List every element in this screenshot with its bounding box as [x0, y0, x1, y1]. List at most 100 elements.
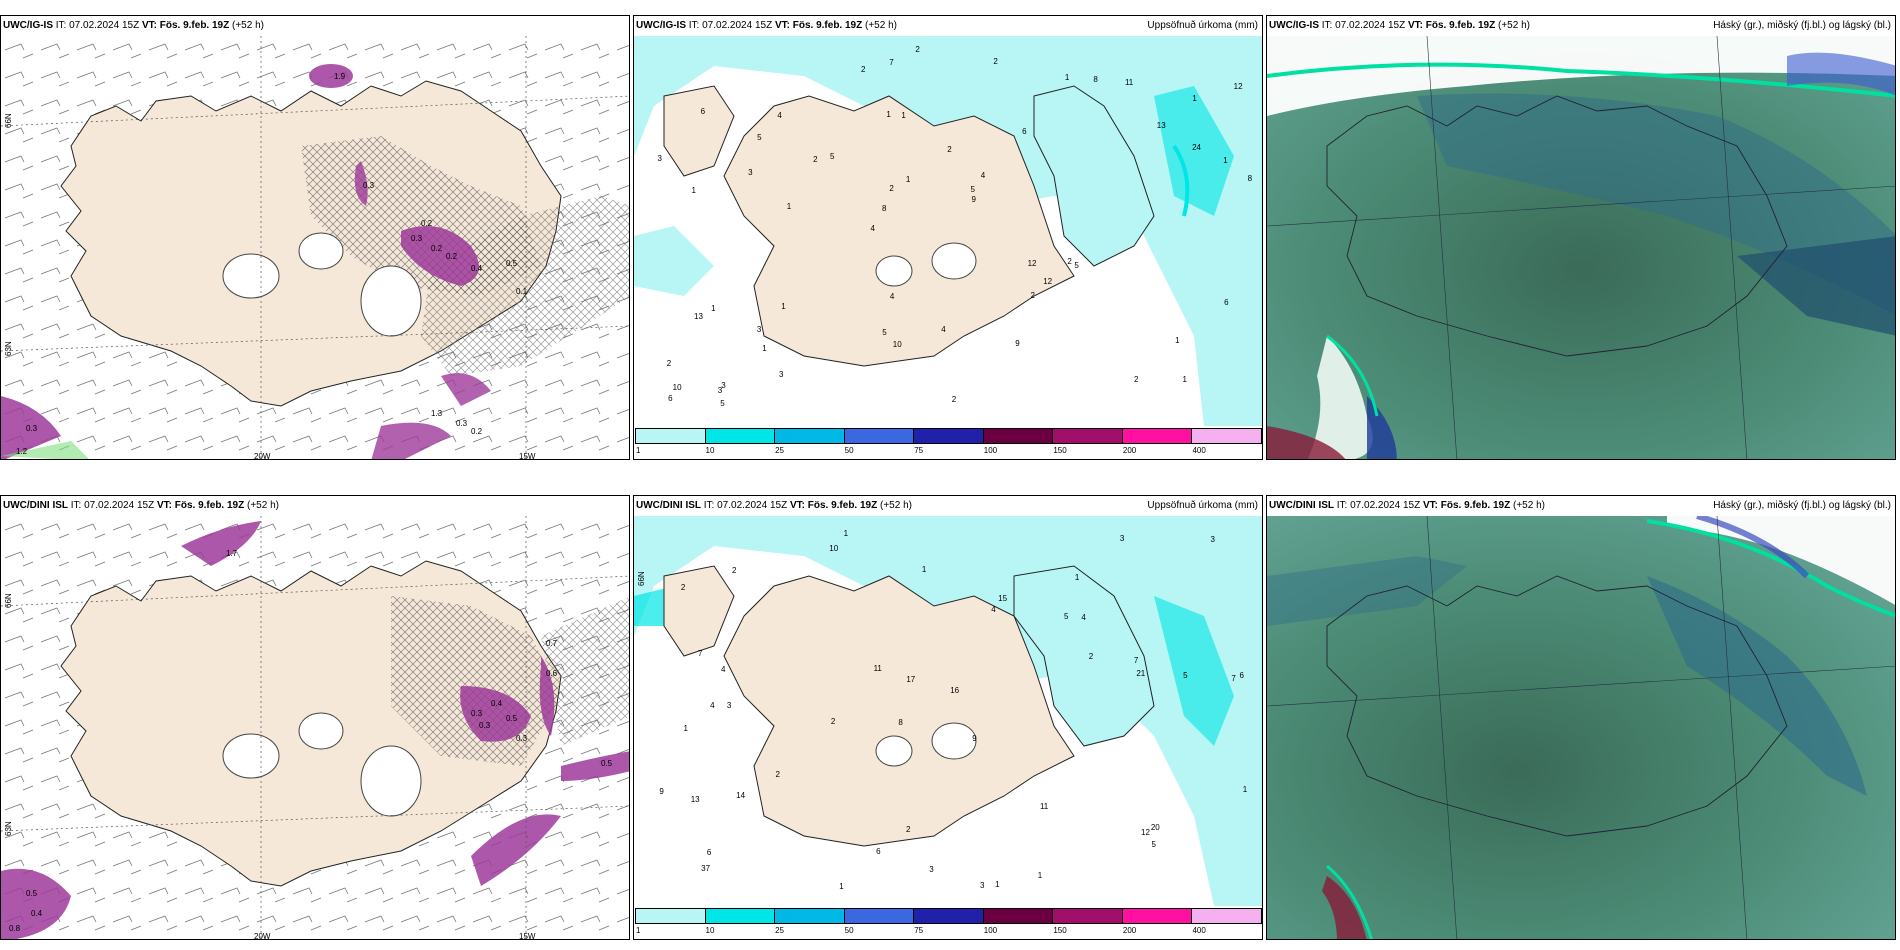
panel-title: Háský (gr.), miðský (fj.bl.) og lágský (…	[1713, 500, 1891, 511]
precip-value: 37	[701, 864, 711, 874]
lat-label: 63N	[4, 821, 13, 836]
legend-swatch	[982, 428, 1054, 444]
panel-header: UWC/DINI ISL IT: 07.02.2024 15Z VT: Fös.…	[1269, 500, 1545, 511]
precip-label: 0.5	[26, 889, 38, 898]
lon-label: 20W	[254, 932, 271, 940]
precip-value: 9	[1015, 339, 1020, 349]
precip-value: 15	[998, 594, 1008, 604]
legend-label: 400	[1192, 446, 1206, 455]
precip-value: 2	[680, 583, 686, 593]
precip-value: 20	[1150, 823, 1160, 833]
precip-value: 13	[694, 311, 703, 321]
precip-value: 2	[947, 144, 952, 154]
legend-swatch	[774, 908, 845, 924]
precip-value: 5	[1074, 261, 1079, 271]
precip-value: 3	[1119, 534, 1125, 544]
panel-title: Háský (gr.), miðský (fj.bl.) og lágský (…	[1713, 20, 1891, 31]
precip-value: 12	[1141, 828, 1150, 838]
precip-label: 0.5	[506, 259, 518, 268]
precip-value: 6	[876, 846, 881, 856]
legend-label: 200	[1122, 446, 1137, 455]
legend-swatch	[1191, 428, 1262, 444]
precip-label: 0.5	[506, 714, 518, 723]
precip-value: 16	[950, 686, 960, 696]
precip-value: 9	[971, 194, 976, 204]
precip-value: 11	[1124, 78, 1134, 88]
precip-label: 1.3	[431, 409, 443, 418]
precip-map: 66N	[634, 516, 1262, 906]
precip-value: 12	[1043, 277, 1053, 287]
precip-value: 3	[726, 700, 732, 710]
precip-value: 2	[993, 57, 998, 67]
precip-value: 2	[1088, 652, 1094, 662]
precip-value: 4	[991, 605, 996, 615]
precip-label: 1.9	[334, 72, 346, 81]
precip-value: 6	[1239, 670, 1244, 680]
precip-value: 7	[889, 58, 894, 68]
precip-value: 10	[892, 340, 902, 350]
legend-swatch	[843, 428, 915, 444]
panel-header: UWC/DINI ISL IT: 07.02.2024 15Z VT: Fös.…	[636, 500, 912, 511]
legend-label: 1	[636, 926, 641, 935]
panel-title: Uppsöfnuð úrkoma (mm)	[1147, 500, 1258, 511]
precip-value: 21	[1136, 669, 1146, 679]
precip-value: 1	[781, 301, 786, 311]
precip-value: 3	[979, 881, 985, 891]
precip-value: 4	[1081, 612, 1086, 622]
map-panel-clouds-igis: UWC/IG-IS IT: 07.02.2024 15Z VT: Fös. 9.…	[1266, 15, 1896, 460]
precip-label: 0.4	[471, 264, 483, 273]
legend-label: 150	[1053, 926, 1067, 935]
precip-label: 0.3	[363, 181, 375, 190]
map-panel-wind-dini: UWC/DINI ISL IT: 07.02.2024 15Z VT: Fös.…	[0, 495, 630, 940]
legend-swatch	[635, 428, 706, 444]
map-panel-clouds-dini: UWC/DINI ISL IT: 07.02.2024 15Z VT: Fös.…	[1266, 495, 1896, 940]
precip-value: 1	[1037, 870, 1043, 880]
precip-value: 5	[882, 327, 887, 337]
lon-label: 15W	[519, 452, 536, 460]
lat-label: 66N	[637, 571, 646, 586]
precip-value: 2	[666, 359, 672, 369]
wind-map: 1.9 0.3 0.3 0.2 0.2 0.5 0.4 0.2 0.1 1.3 …	[1, 36, 629, 460]
panel-header: UWC/IG-IS IT: 07.02.2024 15Z VT: Fös. 9.…	[636, 20, 897, 31]
map-panel-wind-igis: UWC/IG-IS IT: 07.02.2024 15Z VT: Fös. 9.…	[0, 15, 630, 460]
precip-label: 0.4	[31, 909, 43, 918]
precip-value: 1	[1064, 73, 1070, 83]
precip-value: 1	[1074, 572, 1080, 582]
precip-value: 5	[830, 152, 835, 162]
precip-value: 1	[995, 879, 1000, 889]
precip-value: 13	[690, 794, 700, 804]
precip-value: 2	[905, 825, 911, 835]
legend-swatch	[704, 428, 776, 444]
precip-value: 9	[972, 733, 977, 743]
precip-value: 1	[1223, 155, 1228, 165]
precip-label: 0.2	[446, 252, 458, 261]
precip-legend: 1 10 25 50 75 100 150 200 400	[635, 428, 1262, 458]
precip-label: 0.6	[546, 669, 558, 678]
legend-swatch	[1191, 908, 1262, 924]
precip-value: 1	[901, 110, 906, 120]
precip-value: 3	[929, 865, 934, 875]
precip-value: 4	[941, 325, 946, 335]
precip-value: 1	[691, 185, 696, 195]
precip-value: 5	[1183, 671, 1188, 681]
precip-value: 2	[1134, 374, 1139, 384]
legend-label: 75	[914, 926, 924, 935]
legend-swatch	[1052, 428, 1123, 444]
precip-value: 5	[1151, 840, 1156, 850]
lat-label: 66N	[4, 593, 13, 608]
precip-value: 14	[736, 791, 746, 801]
precip-label: 1.7	[226, 549, 238, 558]
precip-legend: 1 10 25 50 75 100 150 200 400	[635, 908, 1262, 938]
precip-value: 3	[721, 380, 726, 390]
precip-value: 2	[915, 44, 920, 54]
precip-label: 1.2	[16, 447, 28, 456]
precip-label: 0.3	[411, 234, 423, 243]
precip-value: 4	[889, 291, 895, 301]
precip-value: 12	[1233, 81, 1243, 91]
precip-value: 2	[889, 184, 894, 194]
precip-value: 1	[683, 724, 688, 734]
precip-value: 2	[830, 717, 836, 727]
legend-swatch	[1052, 908, 1123, 924]
precip-value: 3	[756, 324, 762, 334]
precip-value: 4	[710, 701, 715, 711]
